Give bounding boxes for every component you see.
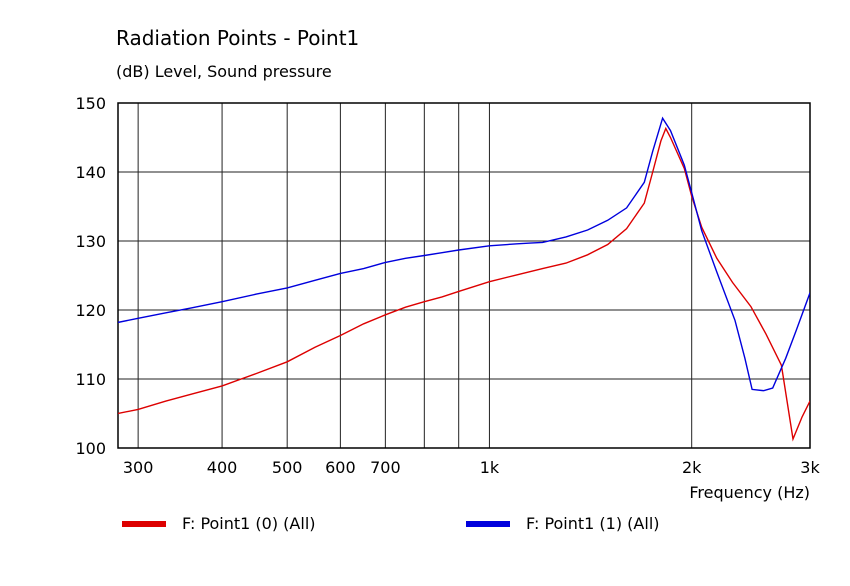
x-tick-label: 3k	[800, 458, 820, 477]
legend-item-series-0: F: Point1 (0) (All)	[122, 514, 316, 533]
plot-border	[117, 102, 811, 449]
x-tick-label: 600	[325, 458, 356, 477]
chart-subtitle: (dB) Level, Sound pressure	[116, 62, 332, 81]
y-tick-label: 140	[75, 163, 106, 182]
x-tick-label: 1k	[480, 458, 500, 477]
y-tick-label: 110	[75, 370, 106, 389]
legend-swatch-series-1	[466, 520, 510, 527]
legend-label-series-0: F: Point1 (0) (All)	[182, 514, 316, 533]
legend-label-series-1: F: Point1 (1) (All)	[526, 514, 660, 533]
y-tick-label: 100	[75, 439, 106, 458]
series-line-0	[118, 126, 810, 442]
x-tick-label: 300	[123, 458, 154, 477]
x-tick-label: 400	[207, 458, 238, 477]
chart-title: Radiation Points - Point1	[116, 26, 360, 50]
x-tick-label: 500	[272, 458, 303, 477]
y-tick-label: 130	[75, 232, 106, 251]
legend-swatch-series-0	[122, 520, 166, 527]
x-tick-label: 700	[370, 458, 401, 477]
plot-area	[118, 103, 810, 448]
x-tick-label: 2k	[682, 458, 702, 477]
x-axis-label: Frequency (Hz)	[689, 483, 810, 502]
y-tick-label: 120	[75, 301, 106, 320]
y-tick-label: 150	[75, 94, 106, 113]
legend-item-series-1: F: Point1 (1) (All)	[466, 514, 660, 533]
series-line-1	[118, 116, 810, 392]
